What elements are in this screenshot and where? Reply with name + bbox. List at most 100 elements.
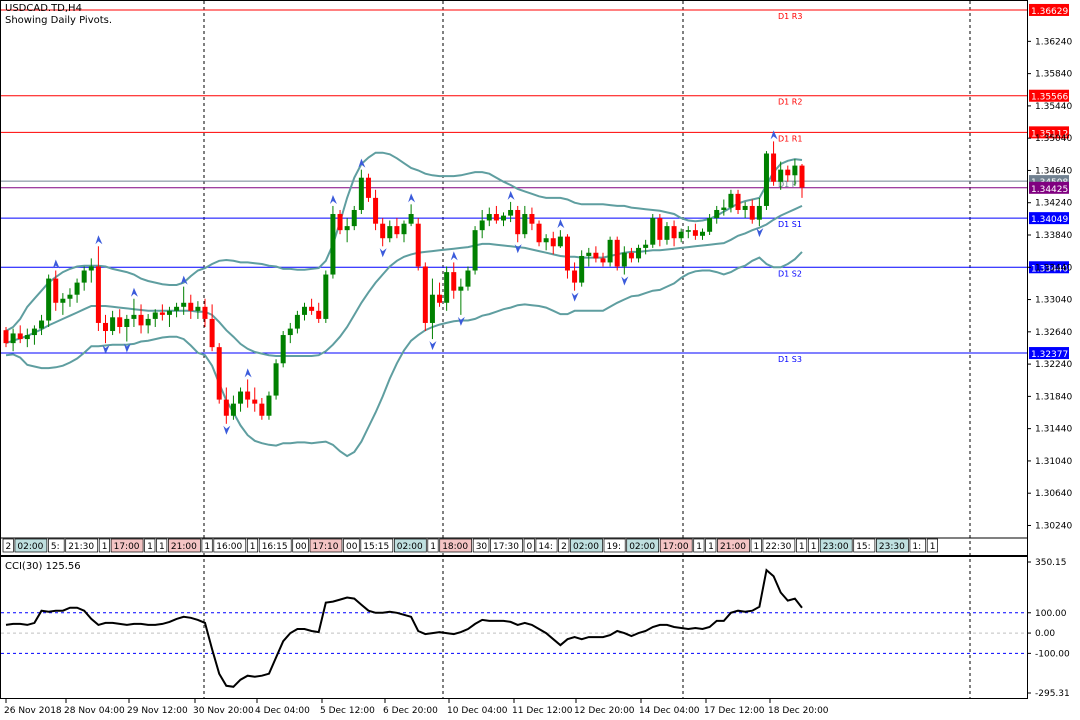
strip-cell (48, 538, 65, 553)
candle-body (785, 169, 791, 176)
strip-cell (360, 538, 394, 553)
pivot-label: D1 P (778, 180, 797, 189)
strip-label: 23:30 (879, 542, 905, 552)
price-tick-label: 1.35040 (1035, 134, 1072, 144)
strip-label: 5: (51, 542, 60, 552)
date-label: 14 Dec 04:00 (639, 706, 700, 716)
candle-body (124, 318, 130, 327)
candle-body (188, 302, 194, 311)
candle-body (437, 294, 443, 303)
strip-label: 17:00 (114, 542, 140, 552)
strip-label: 02:00 (573, 542, 599, 552)
fractal-down-icon (756, 228, 764, 238)
candle-body (408, 214, 414, 224)
strip-label: 02:00 (629, 542, 655, 552)
strip-label: 1 (250, 542, 256, 552)
candle-body (323, 274, 329, 319)
strip-cell (427, 538, 439, 553)
candle-body (17, 333, 23, 340)
strip-label: 0 (527, 542, 533, 552)
fractal-down-icon (514, 244, 522, 254)
cci-axis: 350.15 100.00 0.00 -100.00 -295.31 (1027, 558, 1070, 699)
strip-cell (807, 538, 820, 553)
strip-cell (876, 538, 909, 553)
price-tick-label: 1.32240 (1035, 360, 1072, 370)
candle-body (259, 403, 265, 416)
candle-body (721, 207, 727, 210)
bollinger-lower (5, 251, 803, 458)
pivot-tag (1029, 89, 1069, 102)
strip-label: 1 (204, 542, 210, 552)
strip-cell (659, 538, 693, 553)
candle-body (95, 266, 101, 323)
candle-body (749, 205, 755, 220)
cci-panel (1, 568, 1027, 688)
strip-label: 17:30 (493, 542, 519, 552)
candle-body (692, 230, 698, 236)
candle-body (53, 278, 59, 303)
date-label: 4 Dec 04:00 (255, 706, 310, 716)
price-tick-label: 1.34640 (1035, 166, 1072, 176)
candle-body (422, 266, 428, 323)
candle-body (493, 214, 499, 221)
candle-body (365, 177, 371, 198)
strip-label: 15:15 (363, 542, 389, 552)
strip-label: 17:00 (663, 542, 689, 552)
strip-cell (14, 538, 48, 553)
candle-body (700, 231, 705, 236)
strip-label: 19: (607, 542, 621, 552)
candle-body (479, 220, 485, 231)
candle-body (792, 165, 798, 176)
strip-label: 21:00 (720, 542, 746, 552)
candle-body (39, 320, 45, 329)
chart-subtitle: Showing Daily Pivots. (5, 15, 113, 26)
candle-body (728, 193, 734, 208)
pivot-tag (1029, 126, 1069, 139)
strip-cell (626, 538, 660, 553)
strip-label: 1 (147, 542, 153, 552)
strip-cell (144, 538, 156, 553)
candle-body (238, 391, 244, 404)
candle-body (628, 252, 634, 259)
price-tick-label: 1.30640 (1035, 489, 1072, 499)
bollinger-bands (5, 151, 803, 458)
strip-cell (535, 538, 558, 553)
session-strip: 2 02:00 5: 21:30 1 17:00 1 1 21:00 1 16:00 1 16:15 00… (1, 537, 1027, 553)
fractal-up-icon (507, 190, 515, 200)
bollinger-upper (5, 151, 803, 332)
candle-body (174, 306, 180, 311)
fractal-up-icon (52, 259, 60, 269)
pivot-tag (1029, 261, 1069, 274)
fractal-down-icon (223, 425, 231, 435)
candle-body (522, 214, 528, 235)
strip-cell (246, 538, 259, 553)
fractal-down-icon (429, 341, 437, 351)
strip-cell (168, 538, 201, 553)
candle-body (373, 197, 379, 224)
candle-body (81, 270, 87, 283)
date-label: 17 Dec 12:00 (704, 706, 765, 716)
cci-tick-label: 350.15 (1035, 558, 1067, 568)
price-tick-label: 1.33040 (1035, 296, 1072, 306)
candle-body (799, 165, 805, 188)
candle-body (24, 335, 30, 340)
strip-cell (343, 538, 360, 553)
strip-cell (110, 538, 144, 553)
strip-label: 22:30 (765, 542, 791, 552)
candle-body (145, 318, 151, 326)
candle-body (429, 294, 435, 323)
pivot-point-tag-text: 1.34425 (1031, 185, 1068, 195)
strip-label: 1 (159, 542, 165, 552)
strip-cell (292, 538, 309, 553)
strip-label: 00 (295, 542, 307, 552)
candle-body (131, 314, 137, 319)
cci-tick-label: 0.00 (1035, 629, 1055, 639)
strip-label: 1 (430, 542, 436, 552)
candle-body (586, 252, 592, 256)
strip-cell (750, 538, 762, 553)
candle-body (358, 177, 364, 210)
candle-body (344, 226, 350, 231)
fractal-down-icon (102, 345, 110, 355)
strip-cell (439, 538, 473, 553)
strip-cell (558, 538, 570, 553)
